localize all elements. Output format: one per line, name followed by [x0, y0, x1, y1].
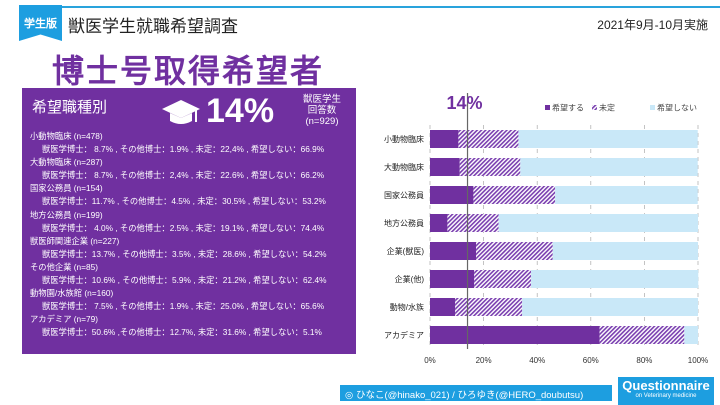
category-name: 大動物臨床 (n=287): [30, 157, 103, 168]
bar-segment-undecided: [459, 158, 521, 176]
category-detail: 獣医学博士： 7.5% , その他博士：1.9% , 未定：25.0% , 希望…: [42, 301, 325, 312]
y-category-label: アカデミア: [384, 330, 424, 340]
bar-segment-no-hope: [498, 214, 698, 232]
bar-segment-undecided: [447, 214, 499, 232]
questionnaire-logo: Questionnaire on Veterinary medicine: [618, 377, 714, 405]
x-tick-label: 100%: [688, 356, 708, 365]
category-name: その他企業 (n=85): [30, 261, 99, 272]
bar-segment-no-hope: [555, 186, 698, 204]
legend-swatch: [545, 105, 550, 110]
credits-text: ひなこ(@hinako_021) / ひろゆき(@HERO_doubutsu): [355, 390, 584, 401]
resp-label-1: 獣医学生: [302, 94, 341, 105]
respondents: 獣医学生 回答数 (n=929): [294, 94, 350, 127]
bar-segment-undecided: [458, 130, 519, 148]
legend-label: 未定: [599, 103, 615, 113]
y-category-label: 小動物臨床: [384, 134, 424, 144]
legend-label: 希望しない: [657, 103, 697, 113]
bar-segment-no-hope: [518, 130, 698, 148]
category-name: 国家公務員 (n=154): [30, 183, 103, 194]
x-tick-label: 80%: [636, 356, 652, 365]
resp-count: (n=929): [305, 116, 339, 127]
bar-segment-undecided: [474, 270, 532, 288]
y-category-label: 企業(他): [395, 274, 425, 284]
bar-segment-no-hope: [552, 242, 698, 260]
instagram-icon: ◎: [345, 390, 356, 401]
y-category-label: 地方公務員: [384, 218, 424, 228]
bar-segment-no-hope: [520, 158, 698, 176]
legend-swatch: [650, 105, 655, 110]
reference-label: 14%: [447, 93, 483, 113]
survey-title: 獣医学生就職希望調査: [68, 17, 238, 36]
logo-subtitle: on Veterinary medicine: [635, 393, 697, 399]
bar-segment-undecided: [476, 242, 553, 260]
x-tick-label: 40%: [529, 356, 545, 365]
bar-segment-hope: [430, 326, 600, 344]
student-edition-badge: 学生版: [19, 5, 62, 41]
x-tick-label: 0%: [424, 356, 436, 365]
y-category-label: 大動物臨床: [384, 162, 424, 172]
category-detail: 獣医学博士： 4.0% , その他博士：2.5% , 未定：19.1% , 希望…: [42, 222, 325, 233]
x-tick-label: 20%: [476, 356, 492, 365]
category-list: 小動物臨床 (n=478) 獣医学博士： 8.7% , その他博士：1.9% , …: [30, 130, 352, 340]
category-name: 地方公務員 (n=199): [30, 209, 103, 220]
bar-segment-hope: [430, 214, 448, 232]
graduation-cap-icon: [162, 100, 200, 124]
panel-title: 希望職種別: [32, 99, 108, 116]
bar-segment-no-hope: [684, 326, 698, 344]
bar-segment-no-hope: [531, 270, 699, 288]
bar-segment-hope: [430, 158, 460, 176]
category-detail: 獣医学博士： 8.7% , その他博士：2,4% , 未定：22.6% , 希望…: [42, 170, 325, 181]
summary-panel: 希望職種別 14% 獣医学生 回答数 (n=929) 小動物臨床 (n=478)…: [22, 88, 356, 354]
category-detail: 獣医学博士：10.6% , その他博士：5.9% , 未定：21.2% , 希望…: [42, 275, 327, 286]
category-detail: 獣医学博士：13.7% , その他博士：3.5% , 未定：28.6% , 希望…: [42, 248, 327, 259]
category-name: アカデミア (n=79): [30, 314, 99, 325]
bar-segment-no-hope: [522, 298, 698, 316]
x-tick-label: 60%: [583, 356, 599, 365]
overall-percent: 14%: [206, 92, 275, 130]
resp-label-2: 回答数: [307, 105, 337, 116]
logo-title: Questionnaire: [622, 378, 710, 393]
category-detail: 獣医学博士：50.6% ,その他博士：12.7%, 未定：31.6% , 希望し…: [42, 327, 322, 338]
bar-segment-hope: [430, 186, 474, 204]
bar-segment-undecided: [599, 326, 685, 344]
bar-segment-undecided: [455, 298, 523, 316]
header-rule: [20, 6, 720, 8]
category-detail: 獣医学博士： 8.7% , その他博士：1.9% , 未定：22,4% , 希望…: [42, 144, 325, 155]
category-detail: 獣医学博士：11.7% , その他博士：4.5% , 未定：30.5% , 希望…: [42, 196, 326, 207]
page-title: 博士号取得希望者: [52, 53, 325, 89]
legend-label: 希望する: [552, 103, 584, 113]
y-category-label: 動物/水族: [390, 302, 424, 312]
legend-swatch: [592, 105, 597, 110]
bar-segment-hope: [430, 270, 475, 288]
y-category-label: 企業(獣医): [387, 246, 425, 256]
survey-date: 2021年9月-10月実施: [597, 18, 708, 32]
category-name: 動物園/水族館 (n=160): [30, 288, 114, 299]
bar-segment-hope: [430, 298, 456, 316]
footer-credits: ◎ ひなこ(@hinako_021) / ひろゆき(@HERO_doubutsu…: [340, 385, 612, 401]
stacked-bar-chart: 0% 20% 40% 60% 80% 100% 小動物臨床大動物臨床国家公務員地方公務員企業…: [384, 93, 708, 365]
bar-segment-hope: [430, 130, 459, 148]
bar-segment-hope: [430, 242, 477, 260]
category-name: 小動物臨床 (n=478): [30, 131, 103, 141]
bar-segment-undecided: [473, 186, 556, 204]
category-name: 獣医師関連企業 (n=227): [30, 235, 120, 246]
y-category-label: 国家公務員: [384, 190, 424, 200]
